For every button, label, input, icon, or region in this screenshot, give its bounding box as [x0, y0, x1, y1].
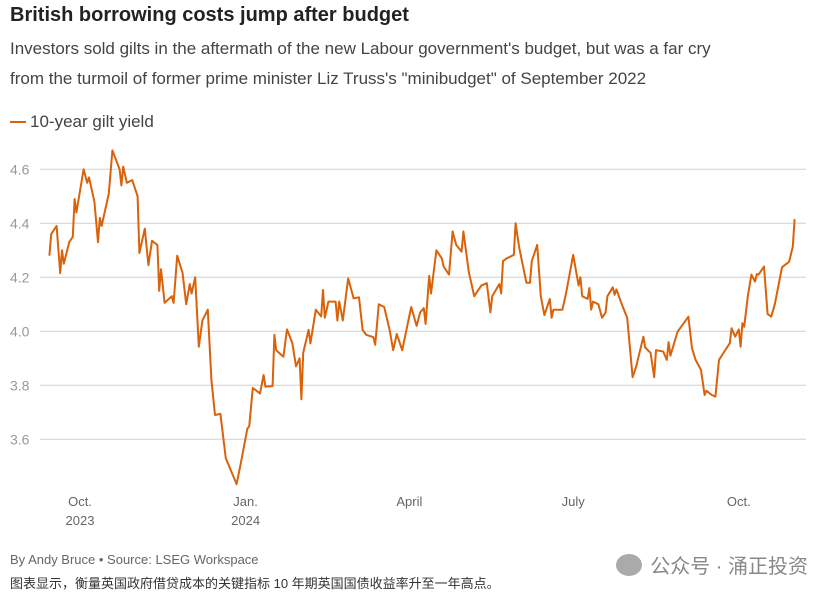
x-tick-label: July: [562, 494, 586, 509]
caption: 图表显示，衡量英国政府借贷成本的关键指标 10 年期英国国债收益率升至一年高点。: [10, 576, 500, 591]
y-tick-label: 4.6: [10, 161, 30, 177]
series-line-10-year-gilt-yield: [48, 149, 796, 486]
credit-line: By Andy Bruce • Source: LSEG Workspace: [10, 552, 259, 567]
chart-subtitle-line-1: Investors sold gilts in the aftermath of…: [10, 39, 711, 58]
x-tick-label: Jan.: [233, 494, 258, 509]
y-tick-label: 4.4: [10, 215, 30, 231]
legend: 10-year gilt yield: [10, 112, 154, 132]
x-tick-sublabel: 2023: [66, 513, 95, 528]
watermark: 公众号 · 涌正投资: [616, 550, 808, 579]
x-tick-label: April: [396, 494, 422, 509]
legend-swatch: [10, 121, 26, 123]
x-tick-label: Oct.: [68, 494, 92, 509]
y-tick-label: 3.6: [10, 431, 30, 447]
wechat-icon: [616, 553, 643, 576]
y-tick-label: 3.8: [10, 377, 30, 393]
chart-title: British borrowing costs jump after budge…: [10, 4, 409, 26]
y-tick-label: 4.2: [10, 269, 30, 285]
watermark-text: 公众号 · 涌正投资: [650, 556, 808, 578]
x-tick-label: Oct.: [727, 494, 751, 509]
legend-label: 10-year gilt yield: [30, 112, 154, 131]
y-tick-label: 4.0: [10, 323, 30, 339]
x-tick-sublabel: 2024: [231, 513, 260, 528]
chart-subtitle-line-2: from the turmoil of former prime ministe…: [10, 69, 647, 88]
